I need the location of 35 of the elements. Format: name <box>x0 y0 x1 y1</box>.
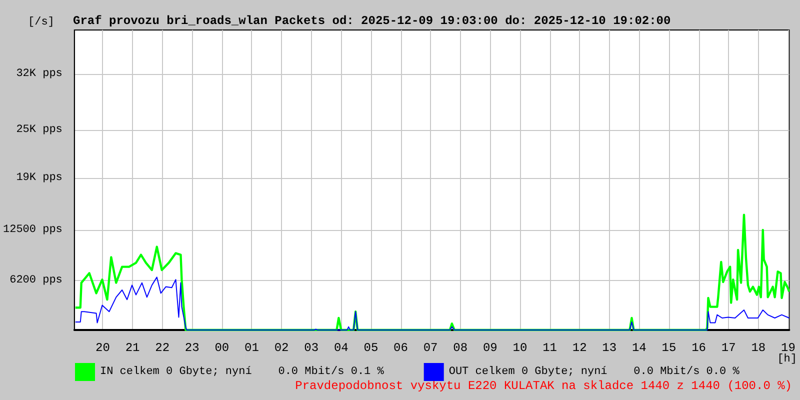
y-tick-label: 25K pps <box>16 124 62 136</box>
x-tick-label: 05 <box>364 341 378 355</box>
text: Pravdepodobnost vyskytu E220 KULATAK na skladce 1440 z 1440 (100.0 %) <box>295 379 792 393</box>
x-tick-label: 19 <box>781 341 796 355</box>
y-tick-label: 12500 pps <box>2 224 62 236</box>
x-axis-title: [h] <box>777 354 798 366</box>
chart-title: Graf provozu bri_roads_wlan Packets od: 2025-12-09 19:03:00 do: 2025-12-10 19:02:00 <box>73 14 671 28</box>
x-tick-label: 10 <box>512 341 528 355</box>
x-tick-label: 13 <box>602 341 617 355</box>
x-tick-label: 11 <box>542 341 557 355</box>
legend-label: OUT celkem 0 Gbyte; nyní 0.0 Mbit/s 0.0 % <box>448 366 740 378</box>
y-tick-label: 32K pps <box>16 68 62 80</box>
y-tick-label: 6200 pps <box>10 274 62 286</box>
x-tick-label: 04 <box>334 341 348 355</box>
y-tick-label: 19K pps <box>16 172 62 184</box>
x-tick-label: 08 <box>453 341 468 355</box>
x-tick-label: 00 <box>214 341 230 355</box>
x-tick-label: 15 <box>662 341 676 355</box>
x-tick-label: 12 <box>572 341 587 355</box>
x-tick-label: 14 <box>632 341 646 355</box>
x-tick-label: 02 <box>274 341 289 355</box>
x-tick-label: 18 <box>751 341 766 355</box>
x-tick-label: 16 <box>692 341 706 355</box>
x-tick-label: 20 <box>96 341 110 355</box>
x-tick-label: 21 <box>125 341 140 355</box>
x-tick-label: 01 <box>244 341 259 355</box>
x-tick-label: 07 <box>423 341 438 355</box>
x-tick-label: 23 <box>184 341 200 355</box>
x-tick-label: 22 <box>155 341 170 355</box>
x-tick-label: 17 <box>721 341 736 355</box>
x-tick-label: 06 <box>394 341 408 355</box>
y-axis-title: [/s] <box>28 16 54 28</box>
x-tick-label: 03 <box>304 341 319 355</box>
x-tick-label: 09 <box>482 341 498 355</box>
legend-label: IN celkem 0 Gbyte; nyní 0.0 Mbit/s 0.1 % <box>100 366 384 378</box>
